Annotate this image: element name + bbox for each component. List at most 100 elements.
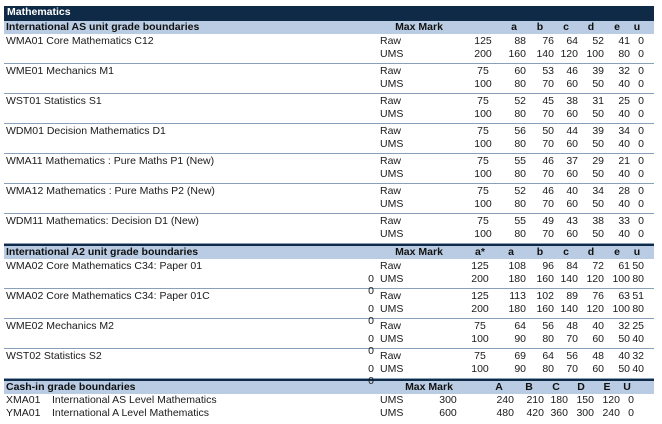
grade-row: UMS 200 160 140 120 100 80 0 [4,48,654,61]
mark-type: Raw [380,260,402,272]
unit-name [4,333,374,346]
grade-value: 48 [592,350,604,362]
max-mark: 100 [474,137,492,150]
grade-value: 0 [628,394,634,406]
unit-block: WDM01 Decision Mathematics D1 Raw 75 56 50 44… [4,125,654,154]
mark-type: Raw [380,215,402,227]
unit-block: WST01 Statistics S1 Raw 75 52 45 38 31 25 0 UMS 10… [4,95,654,124]
grade-value: 0 [368,345,374,357]
grade-value: 60 [566,197,578,210]
unit-name: WST02 Statistics S2 [6,350,102,362]
mark-type: UMS [380,406,404,419]
grade-value: 50 [592,167,604,180]
grade-value: 48 [566,320,578,332]
mark-type: Raw [380,185,402,197]
grade-value: 0 [368,315,374,327]
grade-value: 300 [576,406,594,419]
qualification-code: YMA01 [6,406,41,419]
column-header: u [633,21,641,33]
grade-value: 360 [550,406,568,419]
qualification-code: XMA01 [6,394,41,406]
column-header: U [623,381,631,393]
unit-name: WMA01 Core Mathematics C12 [6,35,154,47]
grade-value: 180 [508,302,526,315]
grade-value: 40 [618,137,630,150]
grade-value: 90 [514,362,526,375]
grade-boundaries-document: Mathematics International AS unit grade … [4,6,654,419]
grade-row: UMS 100 80 70 60 50 40 0 [4,108,654,121]
section-title: International AS unit grade boundaries [6,21,200,33]
grade-value: 64 [514,320,526,332]
grade-row: UMS 100 80 70 60 50 40 0 [4,168,654,181]
unit-name: WMA11 Mathematics : Pure Maths P1 (New) [6,155,215,167]
grade-value: 80 [542,362,554,375]
max-mark: 100 [474,77,492,90]
grade-value: 80 [542,332,554,345]
section-title: Cash-in grade boundaries [6,381,136,393]
grade-value: 0 [638,77,644,90]
max-mark: 100 [471,362,489,375]
grade-value: 60 [566,107,578,120]
column-header: a [511,21,517,33]
grade-value: 0 [638,155,644,167]
max-mark: 75 [477,95,489,107]
max-mark: 75 [477,125,489,137]
grade-value: 50 [592,227,604,240]
grade-row: UMS 100 90 80 70 60 50 40 0 [4,362,654,388]
mark-type: Raw [380,125,402,137]
grade-value: 32 [618,320,630,332]
unit-block: WME02 Mechanics M2 Raw 75 64 56 48 40 32 25 0 UMS 1… [4,320,654,357]
grade-value: 140 [560,272,578,285]
grade-value: 60 [592,362,604,375]
grade-value: 0 [368,285,374,297]
cash-in-row: YMA01 International A Level Mathematics UM… [4,407,654,420]
grade-value: 90 [514,332,526,345]
unit-block: WMA02 Core Mathematics C34: Paper 01C Raw… [4,290,654,327]
grade-value: 120 [560,47,578,60]
a2-units-table: WMA02 Core Mathematics C34: Paper 01 Raw 1… [4,260,654,388]
grade-value: 70 [542,227,554,240]
grade-value: 50 [618,362,630,375]
grade-value: 51 [632,290,644,302]
column-header: C [552,381,560,393]
grade-value: 60 [566,167,578,180]
grade-value: 480 [496,406,514,419]
grade-value: 31 [592,95,604,107]
grade-value: 50 [592,197,604,210]
grade-value: 80 [514,197,526,210]
grade-value: 40 [618,167,630,180]
grade-value: 53 [542,65,554,77]
grade-value: 70 [566,332,578,345]
unit-name [4,303,374,316]
unit-block: WDM11 Mathematics: Decision D1 (New) Raw 7… [4,215,654,244]
unit-name [4,78,374,91]
grade-row: WDM11 Mathematics: Decision D1 (New) Raw 7… [4,215,654,228]
grade-value: 50 [632,260,644,272]
grade-value: 55 [514,215,526,227]
column-header: d [587,246,595,258]
grade-value: 96 [542,260,554,272]
unit-name [4,198,374,211]
unit-name: WST01 Statistics S1 [6,95,102,107]
mark-type: UMS [380,47,404,60]
grade-value: 113 [509,290,526,302]
grade-value: 0 [368,302,374,315]
grade-value: 70 [542,107,554,120]
grade-value: 0 [638,47,644,60]
grade-row: WST01 Statistics S1 Raw 75 52 45 38 31 25 0 [4,95,654,108]
grade-value: 34 [592,185,604,197]
cash-in-table: XMA01 International AS Level Mathematics U… [4,394,654,419]
max-mark: 200 [471,272,489,285]
mark-type: Raw [380,350,402,362]
grade-value: 40 [566,185,578,197]
max-mark: 75 [477,215,489,227]
cash-in-row: XMA01 International AS Level Mathematics U… [4,394,654,407]
unit-name [4,168,374,181]
max-mark: 200 [471,302,489,315]
mark-type: UMS [380,167,404,180]
grade-row: WMA02 Core Mathematics C34: Paper 01C Raw… [4,290,654,315]
column-header: Max Mark [395,246,443,258]
grade-value: 50 [592,137,604,150]
grade-value: 80 [632,272,644,285]
grade-value: 50 [618,332,630,345]
